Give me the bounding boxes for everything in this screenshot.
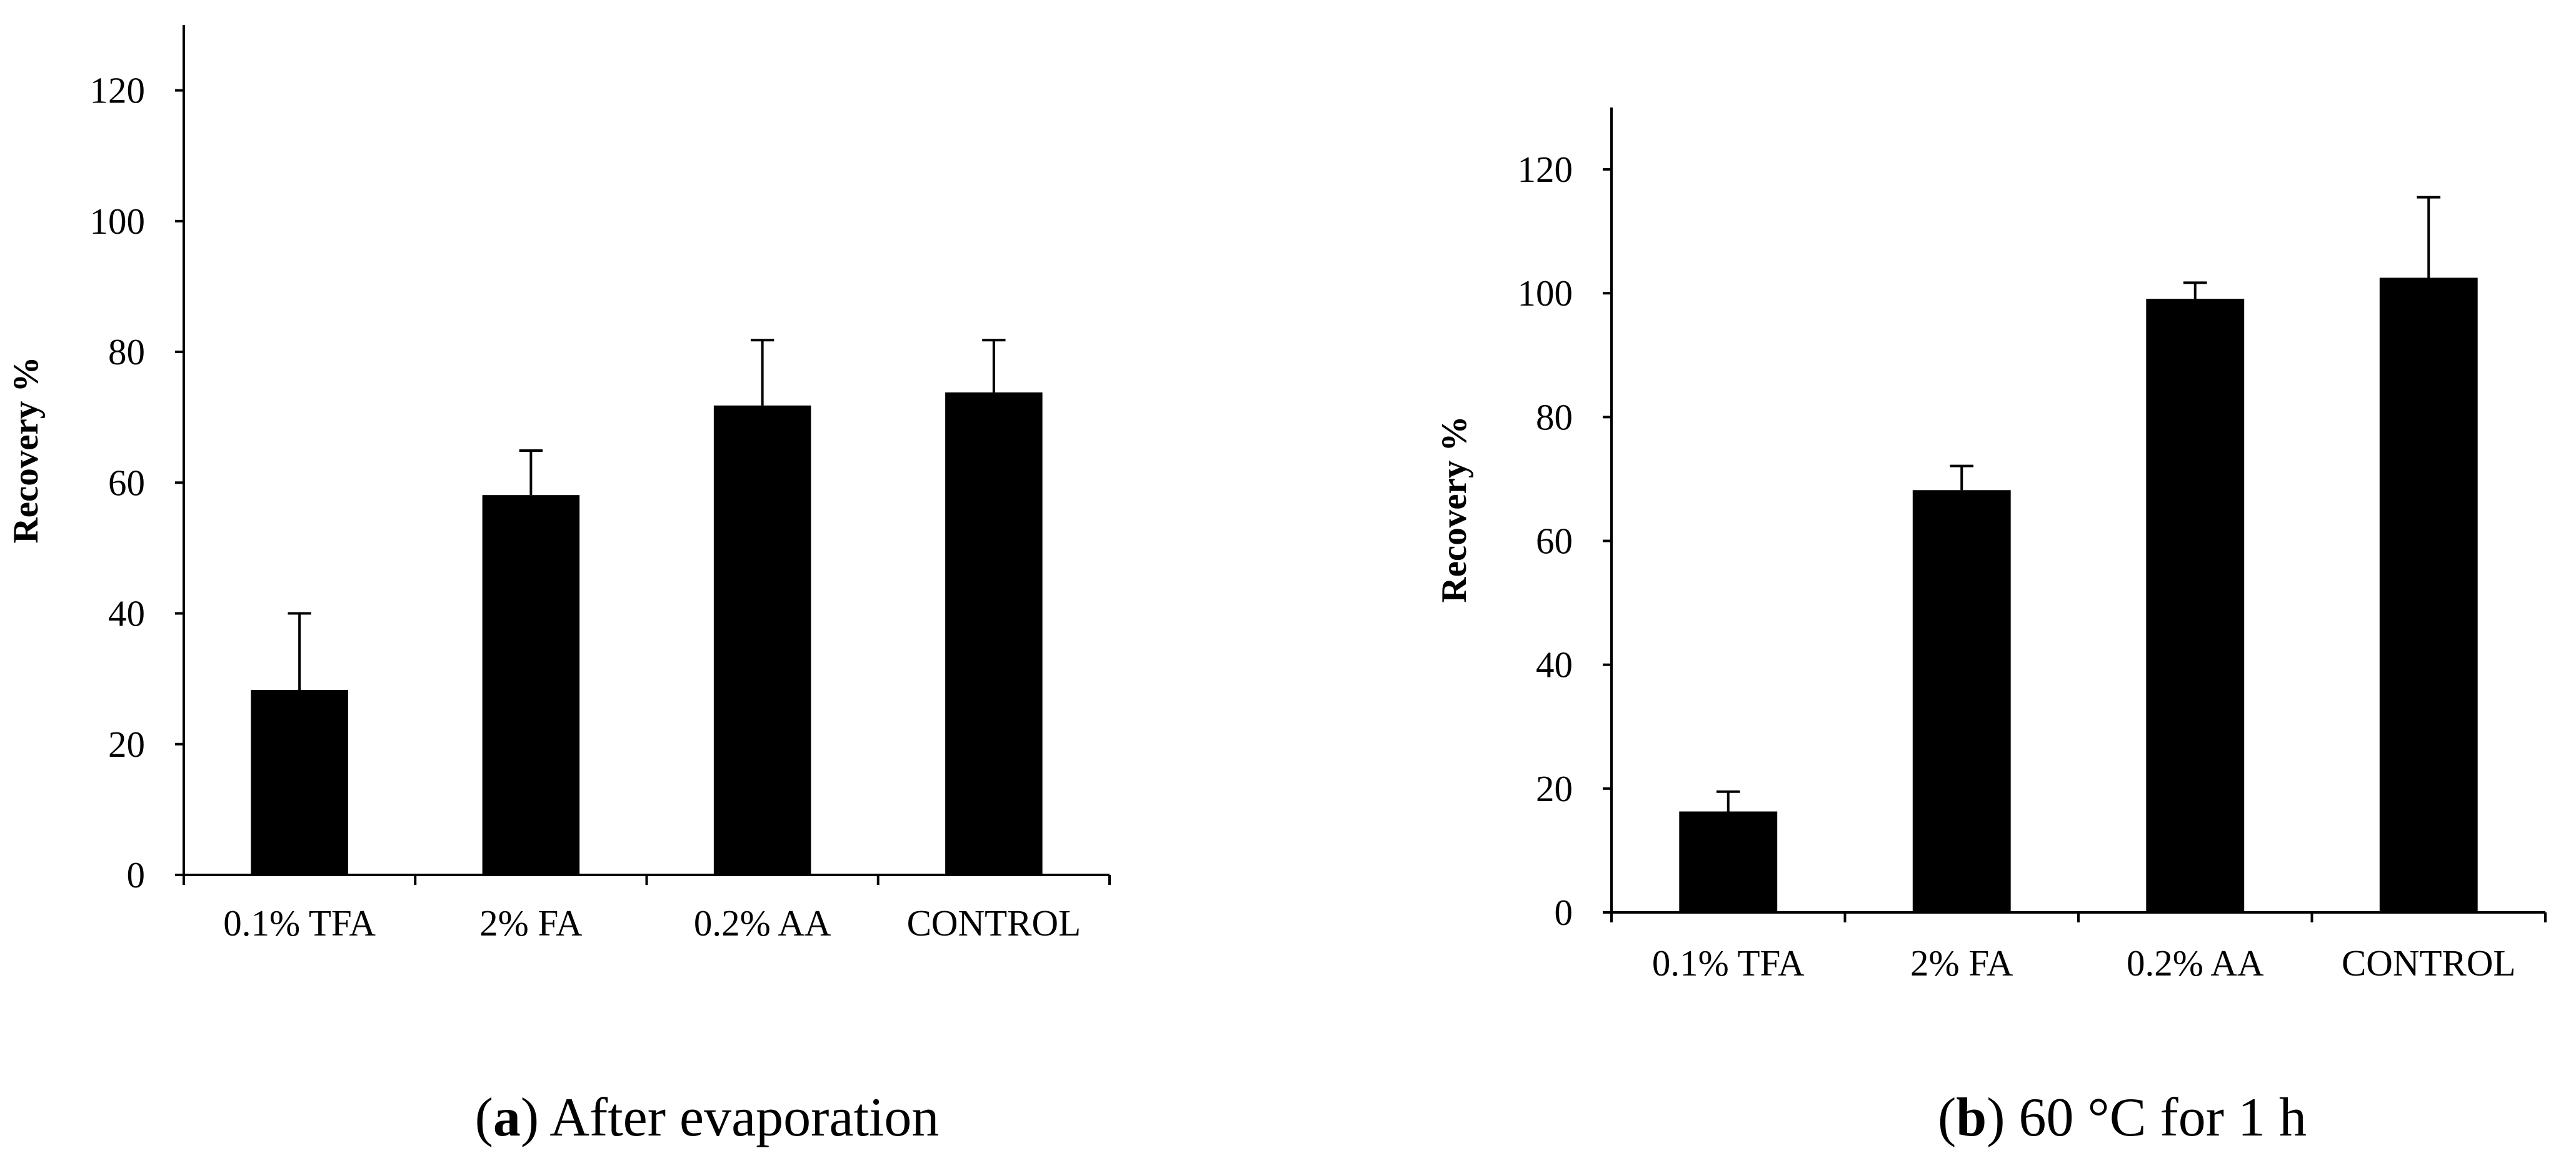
y-tick-label-a-20: 20 <box>108 724 145 765</box>
bar-a-2 <box>713 405 811 875</box>
y-axis-title-b: Recovery % <box>1435 416 1474 602</box>
category-label-b-2: 0.2% AA <box>2127 942 2264 984</box>
y-tick-label-b-60: 60 <box>1536 521 1573 562</box>
y-tick-label-b-80: 80 <box>1536 396 1573 437</box>
y-tick-label-b-100: 100 <box>1518 272 1573 314</box>
caption-b-text: 60 °C for 1 h <box>2019 1087 2307 1148</box>
category-label-a-2: 0.2% AA <box>694 902 831 944</box>
panel-b: 0 20 40 60 80 100 120 Recovery % 0.1% TFA 2% FA 0.… <box>1435 107 2547 984</box>
panel-a: 0 20 40 60 80 100 120 Recovery % 0.1% TFA 2% FA 0.… <box>6 25 1111 944</box>
y-tick-label-a-120: 120 <box>90 70 146 111</box>
y-tick-label-b-0: 0 <box>1555 892 1573 933</box>
bar-b-1 <box>1912 490 2011 912</box>
error-bar-b-2 <box>2183 281 2207 299</box>
y-tick-label-a-100: 100 <box>90 201 146 242</box>
bar-b-2 <box>2146 299 2245 912</box>
bar-b-3 <box>2379 277 2478 912</box>
category-label-a-1: 2% FA <box>479 902 583 944</box>
bar-a-1 <box>482 495 580 875</box>
caption-a-letter: a <box>493 1087 521 1148</box>
category-label-b-3: CONTROL <box>2342 942 2516 984</box>
y-tick-label-a-40: 40 <box>108 593 145 634</box>
error-bar-a-1 <box>519 449 543 496</box>
y-tick-label-a-80: 80 <box>108 331 145 372</box>
category-label-a-3: CONTROL <box>907 902 1081 944</box>
caption-b-letter: b <box>1956 1087 1987 1148</box>
caption-b: (b) 60 °C for 1 h <box>1938 1087 2307 1148</box>
bar-b-0 <box>1679 811 1778 912</box>
caption-a: (a) After evaporation <box>475 1087 940 1148</box>
y-tick-label-b-40: 40 <box>1536 644 1573 686</box>
y-tick-label-b-120: 120 <box>1518 149 1573 190</box>
category-label-a-0: 0.1% TFA <box>223 902 376 944</box>
caption-a-text: After evaporation <box>549 1087 939 1148</box>
category-label-b-1: 2% FA <box>1910 942 2013 984</box>
y-tick-label-a-60: 60 <box>108 462 145 503</box>
y-axis-title-a: Recovery % <box>6 356 46 543</box>
bar-a-3 <box>945 392 1043 875</box>
error-bar-a-0 <box>288 612 311 690</box>
error-bar-a-3 <box>982 339 1006 392</box>
error-bar-b-1 <box>1950 464 1974 491</box>
error-bar-a-2 <box>750 339 774 406</box>
bar-a-0 <box>251 689 348 875</box>
category-label-b-0: 0.1% TFA <box>1652 942 1805 984</box>
error-bar-b-3 <box>2417 196 2441 278</box>
error-bar-b-0 <box>1716 790 1740 812</box>
y-tick-label-a-0: 0 <box>127 854 146 896</box>
y-tick-label-b-20: 20 <box>1536 768 1573 809</box>
